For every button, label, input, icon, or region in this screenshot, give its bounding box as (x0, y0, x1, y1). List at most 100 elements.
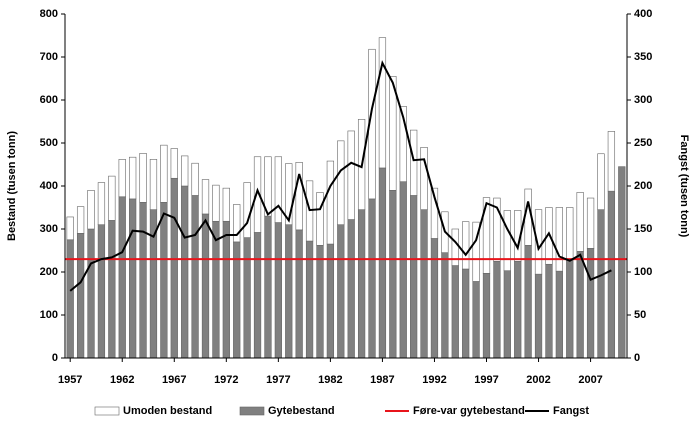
bar (316, 245, 324, 359)
x-tick-label: 2007 (578, 374, 602, 386)
bar (108, 175, 116, 221)
bar (212, 184, 220, 222)
y2-tick-label: 250 (634, 137, 652, 149)
bar (191, 162, 199, 196)
bar (108, 220, 116, 359)
bar (545, 207, 553, 265)
legend-swatch (94, 406, 120, 416)
x-tick-label: 1962 (110, 374, 134, 386)
bar (607, 190, 616, 359)
y2-tick-label: 300 (634, 94, 652, 106)
bar (462, 221, 470, 270)
bar (555, 270, 563, 359)
bar (597, 209, 605, 359)
bar (191, 195, 199, 359)
y-tick-label: 300 (40, 223, 58, 235)
x-tick-label: 2002 (526, 374, 550, 386)
bar (76, 233, 85, 359)
bar (607, 131, 616, 192)
bar (389, 190, 397, 359)
bar (212, 220, 220, 359)
bar (472, 221, 480, 282)
y-tick-label: 700 (40, 51, 58, 63)
bar (222, 220, 230, 359)
y2-tick-label: 350 (634, 51, 652, 63)
bar (451, 265, 459, 359)
bar (160, 202, 168, 359)
bar (503, 270, 511, 359)
bar (233, 204, 241, 243)
bar (129, 198, 137, 359)
bar (222, 187, 230, 222)
bar (201, 179, 210, 215)
bar (597, 153, 605, 210)
x-tick-label: 1977 (266, 374, 290, 386)
bar (337, 224, 345, 359)
bar (368, 198, 376, 359)
bar (253, 232, 262, 359)
bar (493, 260, 501, 359)
bar (274, 156, 282, 223)
legend-swatch (239, 406, 265, 416)
x-tick-label: 1992 (422, 374, 446, 386)
bar (87, 228, 95, 359)
bar (295, 162, 303, 231)
bar (586, 197, 595, 249)
bar (503, 210, 511, 272)
bar (170, 148, 178, 179)
bar (285, 224, 293, 359)
bar (295, 229, 303, 359)
line-series (69, 60, 612, 292)
bar (441, 252, 449, 359)
y-tick-label: 0 (52, 352, 58, 364)
bar (566, 259, 574, 359)
bar (399, 181, 407, 359)
bar (430, 187, 439, 239)
bar (170, 177, 178, 359)
bar (566, 207, 574, 261)
bar (524, 188, 532, 246)
bar (576, 192, 584, 252)
bar (462, 268, 470, 359)
y-tick-label: 800 (40, 8, 58, 20)
bar (482, 272, 491, 359)
bar (181, 155, 189, 187)
bar (514, 260, 522, 359)
bar (399, 106, 407, 182)
legend-label: Fangst (553, 405, 589, 417)
x-tick-label: 1957 (58, 374, 82, 386)
bar (378, 37, 387, 169)
bar (118, 196, 126, 359)
y2-tick-label: 400 (634, 8, 652, 20)
y2-tick-label: 0 (634, 352, 640, 364)
bar (420, 147, 428, 210)
y-tick-label: 400 (40, 180, 58, 192)
bar (472, 281, 480, 359)
bar (264, 215, 272, 359)
bar (378, 167, 387, 359)
y2-tick-label: 150 (634, 223, 652, 235)
bar (87, 190, 95, 230)
bar (243, 182, 251, 238)
bar (181, 185, 189, 359)
bar (129, 156, 137, 200)
y2-tick-label: 200 (634, 180, 652, 192)
bar (253, 156, 262, 233)
bar (410, 195, 418, 359)
bar (420, 209, 428, 359)
bar (97, 224, 106, 359)
bar (97, 182, 106, 225)
bar (482, 197, 491, 274)
bar (524, 245, 532, 359)
bar (586, 248, 595, 359)
y-tick-label: 500 (40, 137, 58, 149)
legend-label: Gytebestand (268, 405, 335, 417)
y-tick-label: 200 (40, 266, 58, 278)
bar (285, 163, 293, 226)
y2-tick-label: 100 (634, 266, 652, 278)
bar (337, 140, 345, 226)
y-axis-label: Bestand (tusen tonn) (6, 131, 18, 241)
bar (274, 222, 282, 359)
x-tick-label: 1967 (162, 374, 186, 386)
